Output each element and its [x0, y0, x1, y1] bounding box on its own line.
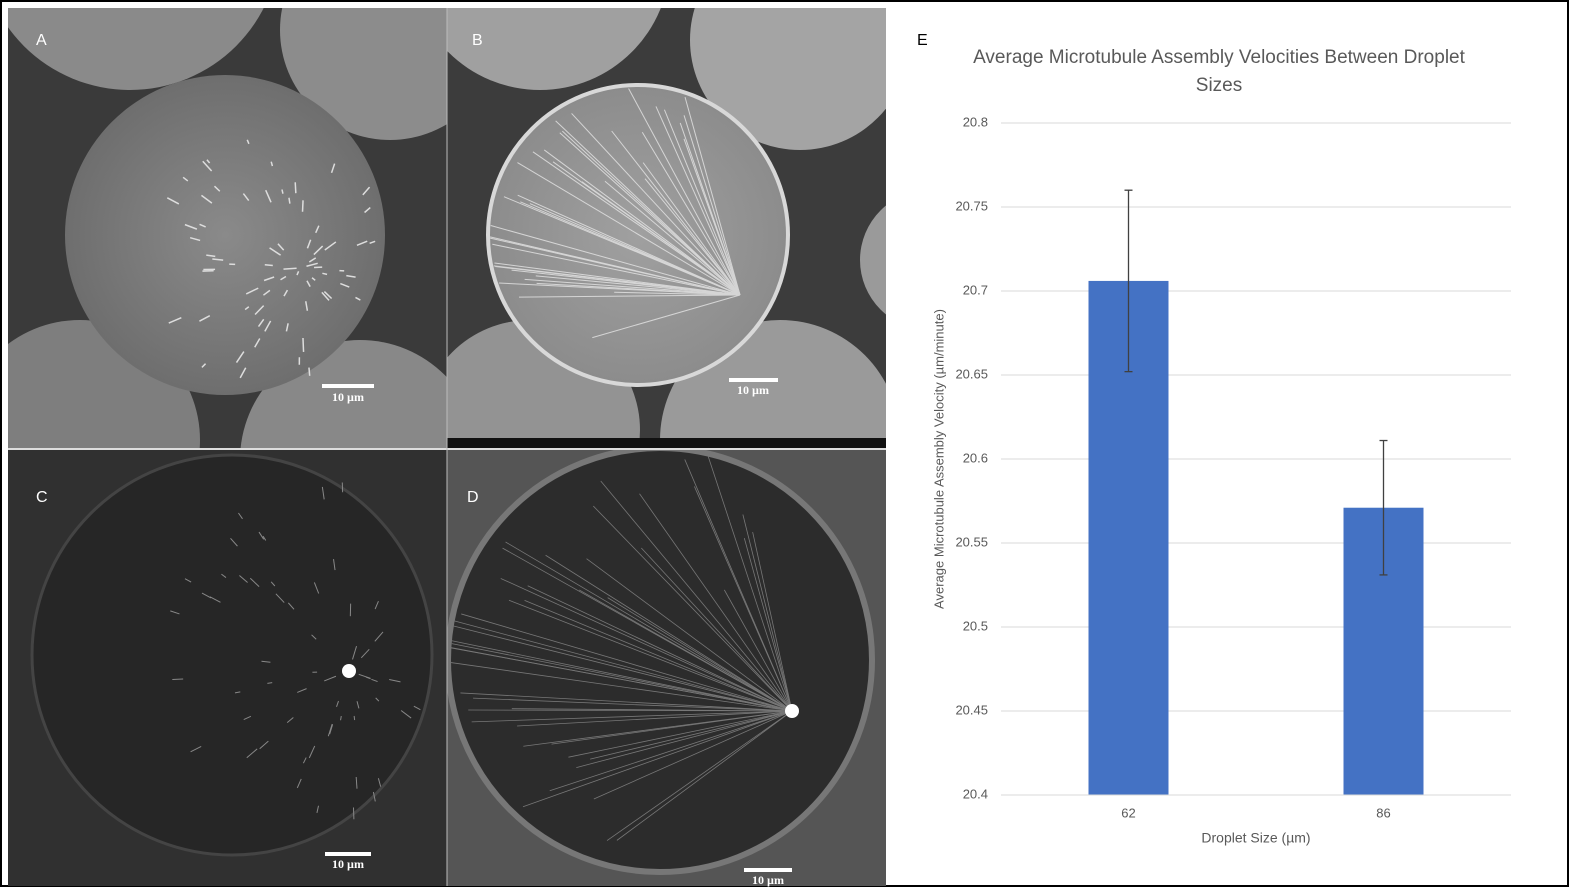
scale-bar-label: 10 µm — [332, 390, 364, 404]
panel-c-image — [8, 450, 447, 886]
figure: A B C D 10 µm 10 µm 10 µm 10 µm E 20.420… — [0, 0, 1570, 888]
x-tick-label: 62 — [1121, 805, 1135, 820]
y-tick-label: 20.5 — [963, 618, 988, 633]
chart-title: Average Microtubule Assembly Velocities … — [959, 44, 1479, 100]
panel-label: D — [467, 489, 479, 506]
scale-bar-label: 10 µm — [332, 857, 364, 871]
y-tick-label: 20.65 — [955, 366, 988, 381]
scale-bar — [322, 384, 374, 388]
bar-chart: 20.4 20.45 20.5 20.55 20.6 20.65 20.7 20.75 20.8… — [931, 114, 1511, 845]
y-tick-label: 20.4 — [963, 786, 988, 801]
y-tick-label: 20.8 — [963, 114, 988, 129]
scale-bar — [729, 378, 778, 382]
panel-label: C — [36, 489, 48, 506]
figure-canvas: A B C D 10 µm 10 µm 10 µm 10 µm E 20.420… — [0, 0, 1570, 888]
y-tick-label: 20.6 — [963, 450, 988, 465]
panel-d-image — [447, 448, 886, 886]
panel-label: A — [36, 32, 47, 49]
panel-label: E — [917, 32, 928, 49]
x-axis-label: Droplet Size (µm) — [1201, 830, 1310, 846]
y-axis-label: Average Microtubule Assembly Velocity (µ… — [931, 309, 946, 609]
y-tick-label: 20.45 — [955, 702, 988, 717]
y-tick-label: 20.7 — [963, 282, 988, 297]
x-tick-label: 86 — [1376, 805, 1390, 820]
y-tick-label: 20.75 — [955, 198, 988, 213]
scale-bar — [325, 852, 371, 856]
scale-bar-label: 10 µm — [752, 873, 784, 887]
panel-label: B — [472, 32, 483, 49]
scale-bar-label: 10 µm — [737, 383, 769, 397]
scale-bar — [744, 868, 792, 872]
y-tick-label: 20.55 — [955, 534, 988, 549]
